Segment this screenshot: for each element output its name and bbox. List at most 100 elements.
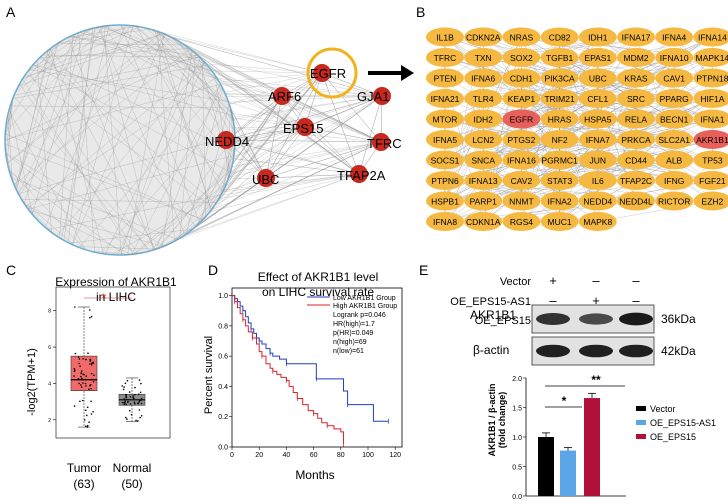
network-edge [220,173,360,196]
c-point [91,378,93,381]
e-ytick-label: 1.0 [512,435,522,442]
gene-node: IFNA6 [464,68,503,88]
e-sig-high: ** [591,373,601,387]
gene-node: EGFR [502,109,541,129]
c-box-normal [118,377,146,422]
c-point [82,382,84,384]
gene-node-arf6: ARF6 [268,87,301,105]
gene-ellipse [426,68,464,88]
gene-ellipse [540,27,579,47]
network-edge [232,118,306,128]
gene-label: CDH1 [510,74,533,84]
gene-node-nedd4: NEDD4 [205,131,249,149]
gene-edge [521,77,637,181]
gene-ellipse [655,191,694,211]
network-edge [183,173,360,236]
e-mark: – [632,273,640,288]
d-ytick-label: 0.6 [218,354,228,361]
gene-grid-nodes: IL1B CDKN2A NRAS CD82 IDH1 IFNA17 IFNA4 IFNA14 T… [426,27,728,231]
cluster-edge [146,27,231,109]
cluster-edge [19,25,131,196]
gene-node: MUC1 [540,212,579,231]
cluster-edge [84,30,229,103]
e-mark: + [592,293,600,308]
gene-label: PARP1 [470,197,498,207]
gene-label: SOCS1 [431,156,460,166]
cluster-edge [5,133,203,221]
cluster-edge [71,35,218,79]
c-point [137,402,140,405]
gene-label: SOX2 [510,53,533,63]
c-ytick-label: 4 [48,381,51,387]
cluster-edge [63,27,95,241]
cluster-edge [4,84,221,140]
gene-node: IL6 [578,171,617,190]
c-point [89,384,91,387]
network-edge [206,63,323,74]
e-ylabel-2: (fold change) [497,392,507,449]
cluster-edge [29,69,229,102]
gene-node-gja1: GJA1 [357,87,391,105]
gene-label: IFNG [664,176,684,186]
network-edge [304,126,360,175]
gene-node: CAV2 [502,171,541,190]
cluster-edge [151,135,236,251]
d-frame [231,287,403,448]
c-point [139,416,141,419]
c-point [139,399,141,402]
gene-label: AKR1B1 [696,135,728,145]
gene-edge [559,98,713,161]
c-yaxis: 2 4 6 8 [48,309,56,424]
cluster-edge [67,37,155,250]
network-edge [211,141,382,211]
gene-label: SRC [627,94,645,104]
cluster-edge [173,163,233,242]
cluster-edge [78,32,95,253]
gene-label: LCN2 [472,135,494,145]
cluster-edge [47,194,222,230]
cluster-edge [127,25,234,119]
gene-label: TXN [475,53,492,63]
network-edge [214,177,267,206]
gene-node: PTPN6 [426,171,464,190]
c-point [125,396,127,399]
network-edge [225,126,306,141]
gene-node: IL1B [426,27,464,47]
gene-node: PIK3CA [540,68,579,88]
gene-edge [444,159,637,222]
c-point [90,364,93,366]
cluster-edge [19,83,139,254]
e-bars [538,392,600,496]
cluster-edge [49,48,196,227]
hub-cluster-edges [4,24,236,256]
gene-ellipse [502,171,541,190]
gene-label: IFNA1 [700,115,724,125]
d-xtick-label: 20 [255,452,263,459]
c-point [88,421,90,424]
network-edge [220,83,383,97]
gene-label: PTPN18 [696,74,728,84]
cluster-edge [198,55,228,99]
gene-label: IFNA21 [431,94,460,104]
gene-edge [521,159,637,202]
gene-ellipse [578,171,617,190]
gene-node: IFNA17 [617,27,655,47]
gene-node: IFNA8 [426,212,464,231]
gene-node: FGF21 [693,171,728,190]
gene-node: NNMT [502,191,541,211]
c-point [132,395,134,397]
c-point [78,382,80,385]
c-ytick-label: 8 [48,309,51,315]
c-point [90,388,92,390]
gene-ellipse [655,109,694,129]
gene-label: IFNA2 [548,197,572,207]
svg-text:GJA1: GJA1 [357,89,390,104]
gene-ellipse [693,191,728,211]
gene-label: MTOR [433,115,458,125]
c-point [85,425,87,428]
svg-text:UBC: UBC [252,172,279,187]
gene-node: SOX2 [502,48,541,67]
c-point [88,388,90,391]
network-edge [211,70,323,74]
